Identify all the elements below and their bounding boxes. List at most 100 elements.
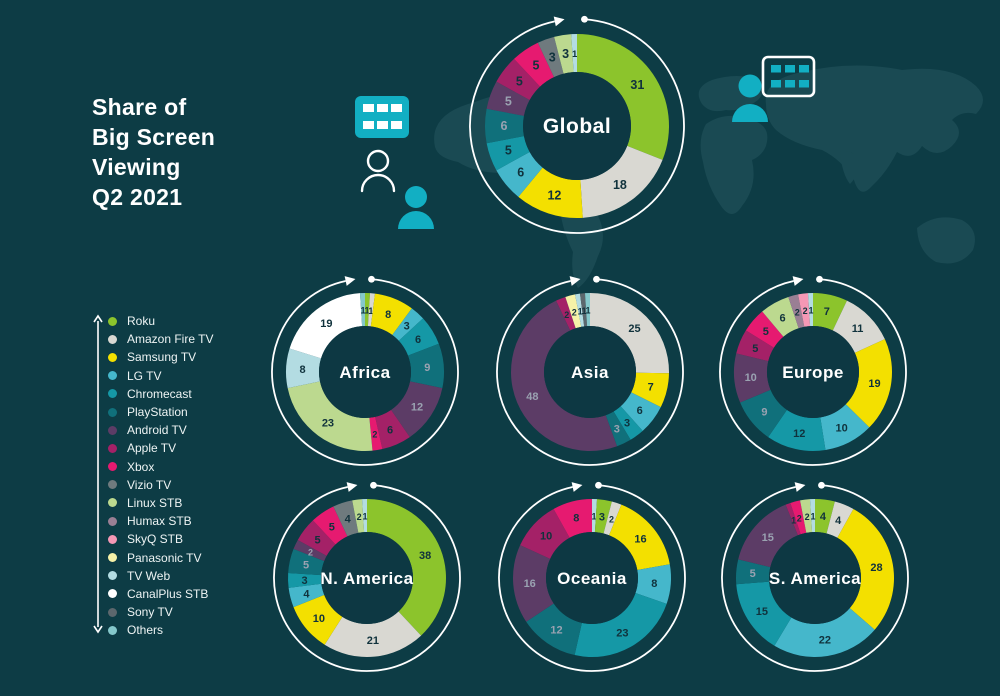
segment-value-label: 1 (582, 306, 587, 316)
segment-oceania-roku (594, 499, 612, 534)
segment-africa-playstation (407, 343, 444, 389)
screen-cell-1 (771, 65, 781, 73)
segment-africa-tv-web (286, 348, 322, 389)
segment-africa-lg-tv (392, 308, 424, 341)
donut-oceania: 1 3 2 16 8 23 12 16 10 8 Oceania (498, 481, 686, 672)
segment-asia-android-tv (511, 300, 618, 451)
legend-label: SkyQ STB (127, 532, 184, 547)
segment-global-xbox (514, 42, 555, 87)
ring-start-dot-icon (581, 15, 588, 23)
segment-value-label: 4 (303, 589, 310, 601)
screen-cell-1 (363, 104, 374, 112)
legend-item-android-tv: Android TV (108, 421, 213, 439)
legend-dot-others-icon (108, 625, 117, 635)
legend-dot-roku-icon (108, 316, 117, 326)
segment-value-label: 16 (634, 534, 646, 546)
legend-item-tv-web: TV Web (108, 567, 213, 585)
donut-title-europe: Europe (782, 363, 844, 382)
donut-title-global: Global (543, 115, 611, 138)
title-line-4: Q2 2021 (92, 184, 183, 210)
segment-s-america-roku (815, 499, 835, 534)
legend-label: Linux STB (127, 495, 183, 510)
segment-value-label: 2 (564, 310, 569, 320)
person-outline-icon (360, 149, 396, 193)
legend-label: Humax STB (127, 514, 192, 529)
segment-value-label: 23 (616, 628, 628, 640)
screen-cell-5 (785, 80, 795, 88)
segment-value-label: 18 (613, 178, 627, 192)
segment-value-label: 1 (361, 306, 366, 316)
legend-item-humax-stb: Humax STB (108, 512, 213, 530)
person-shoulders (360, 173, 396, 193)
segment-asia-others (584, 293, 590, 327)
segment-value-label: 10 (836, 423, 848, 435)
segment-value-label: 8 (651, 578, 657, 590)
segment-oceania-apple-tv (520, 508, 570, 559)
segment-s-america-tv-web (809, 499, 815, 533)
segment-value-label: 1 (578, 306, 583, 316)
segment-value-label: 5 (505, 94, 512, 108)
segment-global-apple-tv (496, 58, 541, 100)
segment-s-america-chromecast (736, 581, 792, 646)
legend-label: LG TV (127, 368, 162, 383)
segment-global-tv-web (571, 34, 577, 73)
segment-europe-samsung-tv (845, 339, 893, 428)
ring-arrowhead-icon (794, 482, 806, 492)
legend-order-arrow (93, 314, 103, 634)
donut-hole (767, 326, 859, 418)
segment-value-label: 5 (752, 343, 758, 355)
legend-item-canalplus-stb: CanalPlus STB (108, 585, 213, 603)
segment-asia-apple-tv (556, 296, 576, 331)
segment-africa-canalplus-stb (289, 293, 363, 359)
segment-value-label: 1 (363, 512, 368, 522)
segment-value-label: 31 (630, 78, 644, 92)
segment-oceania-playstation (526, 603, 582, 656)
segment-value-label: 2 (797, 514, 802, 524)
segment-europe-tv-web (807, 293, 813, 327)
ring-start-dot-icon (816, 275, 823, 283)
segment-africa-samsung-tv (370, 293, 412, 335)
segment-value-label: 1 (364, 306, 369, 316)
segment-global-samsung-tv (518, 167, 583, 218)
segment-n-america-linux-stb (352, 499, 365, 533)
segment-europe-xbox (745, 311, 784, 348)
donut-hole (546, 532, 638, 624)
segment-value-label: 2 (803, 306, 808, 316)
legend-item-lg-tv: LG TV (108, 367, 213, 385)
segment-value-label: 19 (868, 378, 880, 390)
segment-value-label: 3 (301, 575, 307, 587)
screen-cell-2 (785, 65, 795, 73)
segment-global-playstation (485, 108, 524, 144)
segment-n-america-roku (367, 499, 446, 636)
segment-oceania-android-tv (513, 545, 554, 622)
segment-value-label: 5 (750, 568, 756, 580)
donut-title-asia: Asia (571, 363, 609, 382)
ring-start-dot-icon (368, 275, 375, 283)
screen-cell-6 (799, 80, 809, 88)
progress-ring (496, 278, 684, 466)
segment-global-amazon-fire-tv (580, 145, 663, 218)
legend-item-xbox: Xbox (108, 458, 213, 476)
segment-value-label: 15 (762, 532, 774, 544)
segment-europe-amazon-fire-tv (832, 300, 885, 353)
segment-n-america-apple-tv (297, 520, 336, 556)
legend-label: CanalPlus STB (127, 586, 209, 601)
screen-body (355, 96, 409, 138)
ring-start-dot-icon (593, 275, 600, 283)
segment-value-label: 12 (411, 402, 423, 414)
segment-value-label: 6 (415, 334, 421, 346)
segment-value-label: 4 (345, 514, 352, 526)
segment-africa-others (359, 293, 365, 327)
segment-value-label: 9 (761, 406, 767, 418)
legend-item-others: Others (108, 621, 213, 639)
legend-arrow-down-icon (93, 625, 103, 634)
segment-value-label: 8 (385, 309, 391, 321)
segment-africa-xbox (369, 416, 383, 451)
world-map-shape-4 (560, 206, 603, 288)
segment-asia-chromecast (613, 406, 643, 440)
segment-value-label: 12 (550, 624, 562, 636)
segment-oceania-samsung-tv (609, 504, 670, 571)
segment-asia-sony-tv (579, 293, 588, 327)
legend-label: Amazon Fire TV (127, 332, 214, 347)
